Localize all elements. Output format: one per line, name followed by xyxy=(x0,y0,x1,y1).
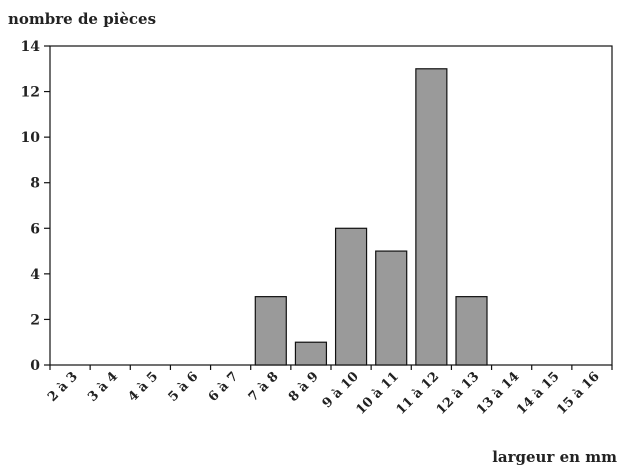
bar xyxy=(415,68,448,366)
y-tick-label: 6 xyxy=(30,221,40,237)
plot-border xyxy=(49,45,613,366)
y-tick-label: 12 xyxy=(21,85,40,101)
y-tick-label: 10 xyxy=(21,130,41,146)
y-tick-label: 14 xyxy=(21,39,41,55)
x-tick-label: 8 à 9 xyxy=(286,369,322,405)
x-tick-label: 4 à 5 xyxy=(125,369,161,405)
x-tick-label: 11 à 12 xyxy=(394,369,443,418)
x-tick-label: 15 à 16 xyxy=(554,369,603,418)
x-axis-label: largeur en mm xyxy=(492,448,617,466)
y-tick-label: 8 xyxy=(30,176,40,192)
x-tick-label: 3 à 4 xyxy=(85,369,121,405)
x-tick-label: 5 à 6 xyxy=(166,369,202,405)
bars xyxy=(254,68,488,366)
bar xyxy=(334,227,368,366)
x-tick-label: 6 à 7 xyxy=(206,369,242,405)
y-tick-label: 2 xyxy=(30,312,40,328)
bar xyxy=(294,341,328,366)
y-axis-label: nombre de pièces xyxy=(8,10,156,28)
x-tick-label: 12 à 13 xyxy=(434,369,483,418)
x-tick-label: 2 à 3 xyxy=(45,369,81,405)
plot-frame xyxy=(49,45,613,366)
y-tick-label: 0 xyxy=(30,358,40,374)
x-tick-label: 13 à 14 xyxy=(474,369,523,418)
bar xyxy=(375,250,408,366)
bar xyxy=(455,296,488,366)
bar xyxy=(254,296,287,366)
y-tick-label: 4 xyxy=(30,267,40,283)
x-tick-label: 10 à 11 xyxy=(353,369,402,418)
x-tick-label: 14 à 15 xyxy=(514,369,563,418)
x-tick-label: 7 à 8 xyxy=(246,369,282,405)
y-axis: 0 2 4 6 8 10 12 14 xyxy=(21,39,50,374)
